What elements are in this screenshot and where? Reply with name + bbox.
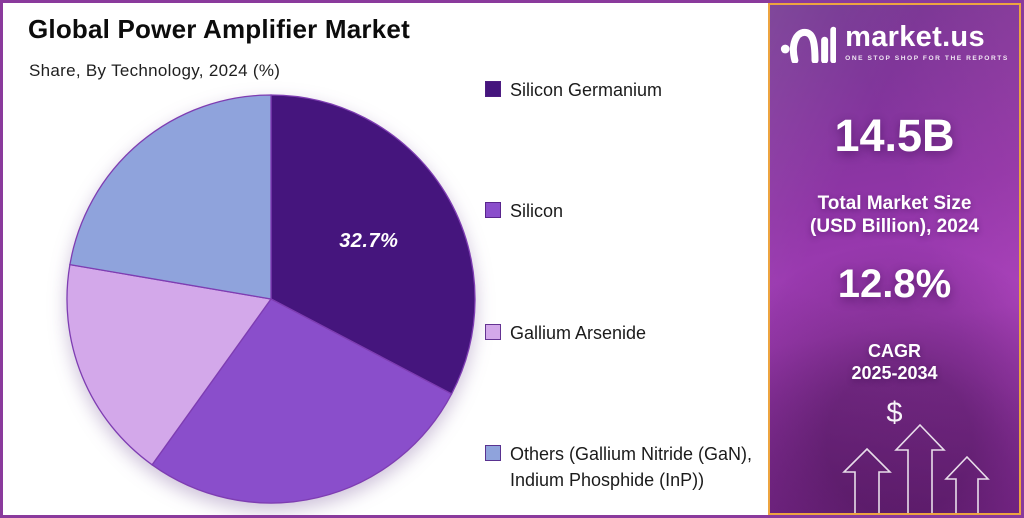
legend-swatch xyxy=(485,202,501,219)
market-size-label-line2: (USD Billion), 2024 xyxy=(810,216,979,238)
pie-chart: 32.7% xyxy=(66,94,476,504)
brand-sidebar: market.us ONE STOP SHOP FOR THE REPORTS … xyxy=(768,3,1021,515)
legend-item-gallium-arsenide: Gallium Arsenide xyxy=(485,320,763,346)
market-size-value: 14.5B xyxy=(834,110,955,161)
pie-slice-silicon-germanium xyxy=(270,94,476,395)
growth-arrows-icon xyxy=(841,423,990,513)
cagr-label-line2: 2025-2034 xyxy=(851,362,938,383)
legend-label: Silicon Germanium xyxy=(510,80,663,100)
cagr-label-line1: CAGR xyxy=(868,341,921,361)
legend-label: Silicon xyxy=(510,201,564,222)
cagr-label: CAGR 2025-2034 xyxy=(770,341,1019,385)
pie-slice-silicon xyxy=(151,298,453,504)
legend-swatch xyxy=(485,81,501,97)
market-size-label-line1: Total Market Size xyxy=(817,193,972,214)
brand-name: market.us xyxy=(845,20,985,53)
chart-legend: Silicon Germanium Silicon Gallium Arsenide… xyxy=(485,77,763,493)
legend-swatch xyxy=(485,444,501,461)
legend-swatch xyxy=(485,323,501,340)
chart-panel: Global Power Amplifier Market Share, By … xyxy=(3,3,768,515)
pie-slice-others-gallium-nitride-gan-indium-phosph xyxy=(69,94,272,300)
chart-subtitle: Share, By Technology, 2024 (%) xyxy=(29,61,281,80)
brand-text: market.us ONE STOP SHOP FOR THE REPORTS xyxy=(845,20,1009,62)
brand-tagline: ONE STOP SHOP FOR THE REPORTS xyxy=(845,54,1009,62)
legend-item-others-gallium-nitride-gan-indium-phosph: Others (Gallium Nitride (GaN), Indium Ph… xyxy=(485,441,763,493)
dollar-symbol: $ xyxy=(886,397,903,429)
legend-label: Others (Gallium Nitride (GaN), Indium Ph… xyxy=(510,443,753,490)
market-us-logo-icon xyxy=(781,26,837,63)
legend-item-silicon-germanium: Silicon Germanium xyxy=(485,77,763,103)
brand-header: market.us ONE STOP SHOP FOR THE REPORTS xyxy=(770,21,1019,63)
market-size-label: Total Market Size (USD Billion), 2024 xyxy=(770,192,1019,238)
legend-item-silicon: Silicon xyxy=(485,198,763,224)
pie-slice-gallium-arsenide xyxy=(66,263,273,466)
page-title: Global Power Amplifier Market xyxy=(28,14,410,44)
legend-label: Gallium Arsenide xyxy=(510,322,647,343)
cagr-value: 12.8% xyxy=(837,262,952,306)
pie-slice-label: 32.7% xyxy=(339,230,398,252)
